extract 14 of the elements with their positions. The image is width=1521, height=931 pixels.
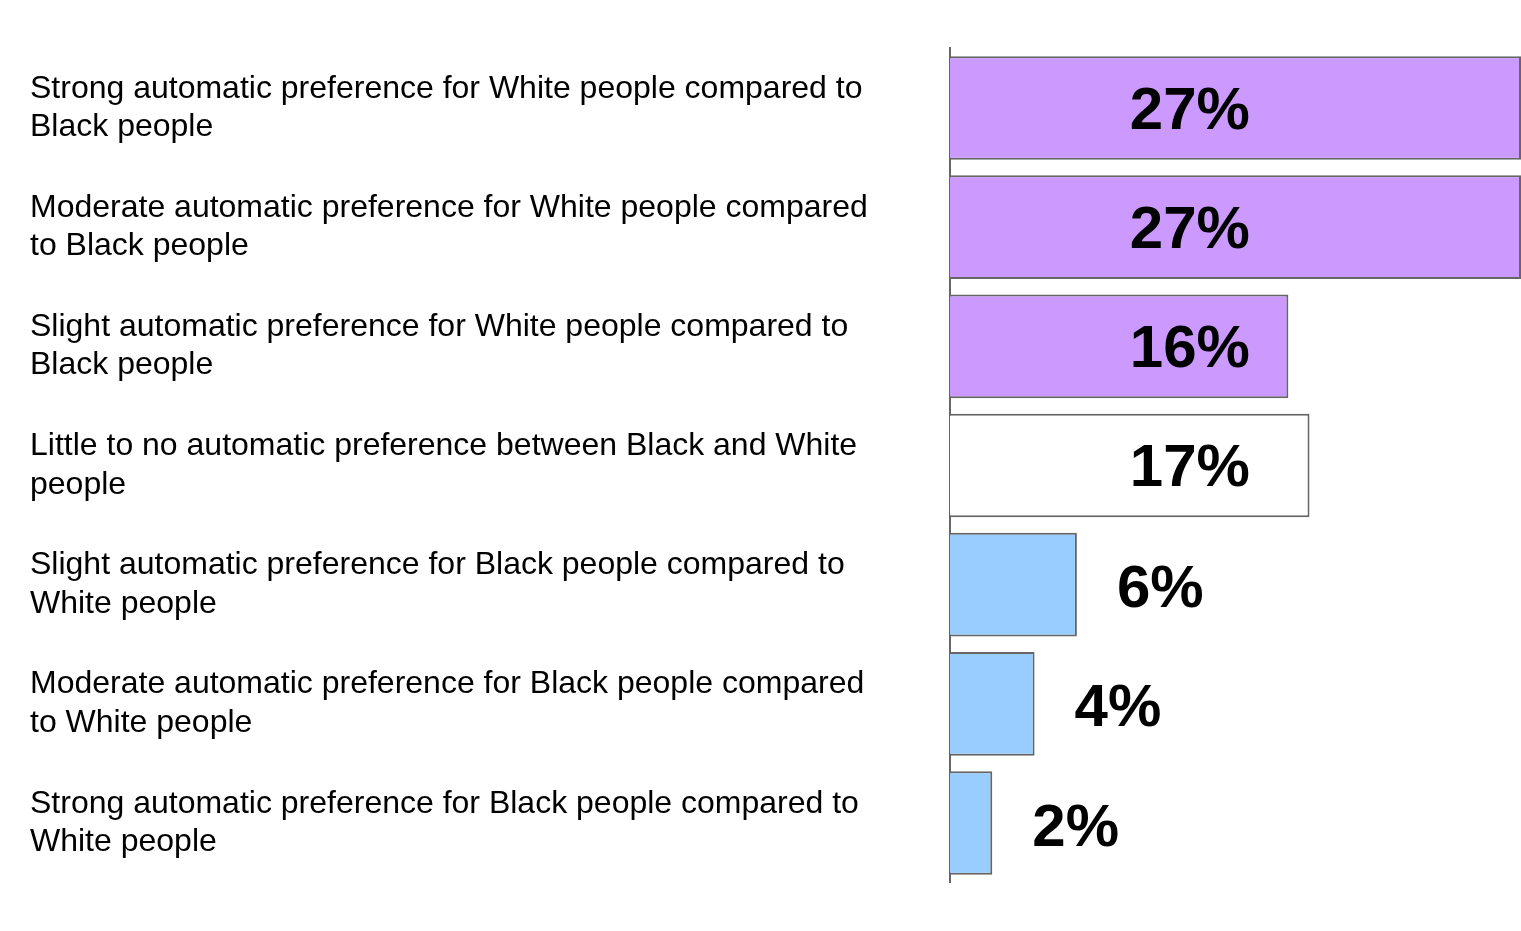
y-tick-label: Little to no automatic preference between Black and White people <box>30 426 858 501</box>
data-label: 6% <box>1116 553 1204 621</box>
y-tick-label: Moderate automatic preference for Black people compared to White people <box>30 664 865 739</box>
y-tick-label: Strong automatic preference for Black people compared to White people <box>30 783 859 859</box>
data-label: 4% <box>1074 672 1162 740</box>
data-label: 27% <box>1129 193 1250 261</box>
data-label: 17% <box>1129 432 1250 500</box>
y-tick-label: Slight automatic preference for White people compared to Black people <box>30 306 849 382</box>
y-tick-label: Slight automatic preference for Black people compared to White people <box>30 545 845 620</box>
data-label: 16% <box>1129 312 1250 380</box>
data-label: 27% <box>1129 74 1250 142</box>
y-tick-label: Moderate automatic preference for White people compared to Black people <box>30 187 868 263</box>
y-tick-label: Strong automatic preference for White people compared to Black people <box>30 68 863 144</box>
data-label: 2% <box>1032 791 1120 859</box>
